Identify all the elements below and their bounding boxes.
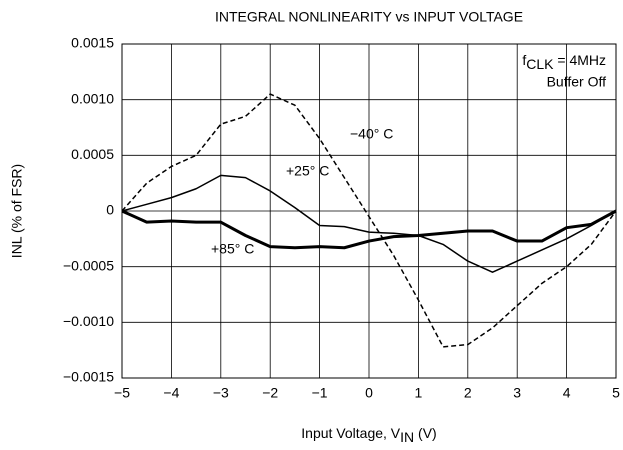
x-tick-label: 5 xyxy=(612,385,620,401)
x-tick-label: −1 xyxy=(312,385,328,401)
y-tick-label: 0.0005 xyxy=(71,146,114,162)
series-label: +25° C xyxy=(286,163,329,179)
x-axis-label: Input Voltage, VIN (V) xyxy=(301,425,436,445)
x-tick-label: 4 xyxy=(563,385,571,401)
x-tick-label: −3 xyxy=(213,385,229,401)
x-axis-label-sub: IN xyxy=(400,429,414,445)
series-line xyxy=(121,209,617,250)
y-tick-label: −0.0010 xyxy=(63,313,114,329)
x-tick-label: 1 xyxy=(415,385,423,401)
x-axis-label-tail: (V) xyxy=(414,425,437,441)
annotation-tail: = 4MHz xyxy=(553,52,606,68)
y-tick-label: 0 xyxy=(106,202,114,218)
series-line xyxy=(121,174,617,273)
x-axis-label-text: Input Voltage, V xyxy=(301,425,401,441)
y-tick-label: 0.0010 xyxy=(71,90,114,106)
annotation: Buffer Off xyxy=(547,74,607,90)
series-line xyxy=(121,93,617,348)
annotation: fCLK = 4MHz xyxy=(522,52,606,72)
x-tick-label: 2 xyxy=(464,385,472,401)
y-tick-label: −0.0005 xyxy=(63,257,114,273)
series-label: −40° C xyxy=(350,126,393,142)
y-axis-label: INL (% of FSR) xyxy=(9,164,25,258)
series-label: +85° C xyxy=(211,241,254,257)
annotation-text: f xyxy=(522,52,526,68)
x-tick-label: −4 xyxy=(163,385,179,401)
y-tick-label: −0.0015 xyxy=(63,369,114,385)
x-tick-label: −5 xyxy=(114,385,130,401)
x-tick-label: −2 xyxy=(262,385,278,401)
annotation-sub: CLK xyxy=(526,56,554,72)
y-tick-label: 0.0015 xyxy=(71,35,114,51)
chart-title: INTEGRAL NONLINEARITY vs INPUT VOLTAGE xyxy=(215,9,523,25)
x-tick-label: 3 xyxy=(513,385,521,401)
x-tick-label: 0 xyxy=(365,385,373,401)
